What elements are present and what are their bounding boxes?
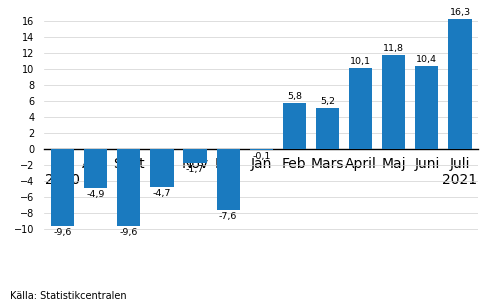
Bar	[316, 108, 339, 149]
Bar	[349, 68, 372, 149]
Bar	[382, 55, 405, 149]
Bar	[216, 149, 240, 210]
Bar	[415, 66, 438, 149]
Bar	[51, 149, 74, 226]
Text: 10,1: 10,1	[350, 57, 371, 66]
Text: 16,3: 16,3	[450, 8, 470, 17]
Bar	[449, 19, 472, 149]
Bar	[283, 103, 306, 149]
Bar	[249, 149, 273, 150]
Bar	[117, 149, 141, 226]
Bar	[183, 149, 207, 163]
Text: -9,6: -9,6	[120, 228, 138, 237]
Text: -9,6: -9,6	[53, 228, 72, 237]
Text: 11,8: 11,8	[383, 44, 404, 53]
Bar	[84, 149, 107, 188]
Text: -4,7: -4,7	[153, 189, 171, 198]
Bar	[150, 149, 174, 187]
Text: -4,9: -4,9	[86, 190, 105, 199]
Text: 5,2: 5,2	[320, 97, 335, 105]
Text: -0,1: -0,1	[252, 152, 271, 161]
Text: -7,6: -7,6	[219, 212, 237, 221]
Text: 10,4: 10,4	[417, 55, 437, 64]
Text: -1,7: -1,7	[186, 165, 204, 174]
Text: 5,8: 5,8	[287, 92, 302, 101]
Text: Källa: Statistikcentralen: Källa: Statistikcentralen	[10, 291, 127, 301]
